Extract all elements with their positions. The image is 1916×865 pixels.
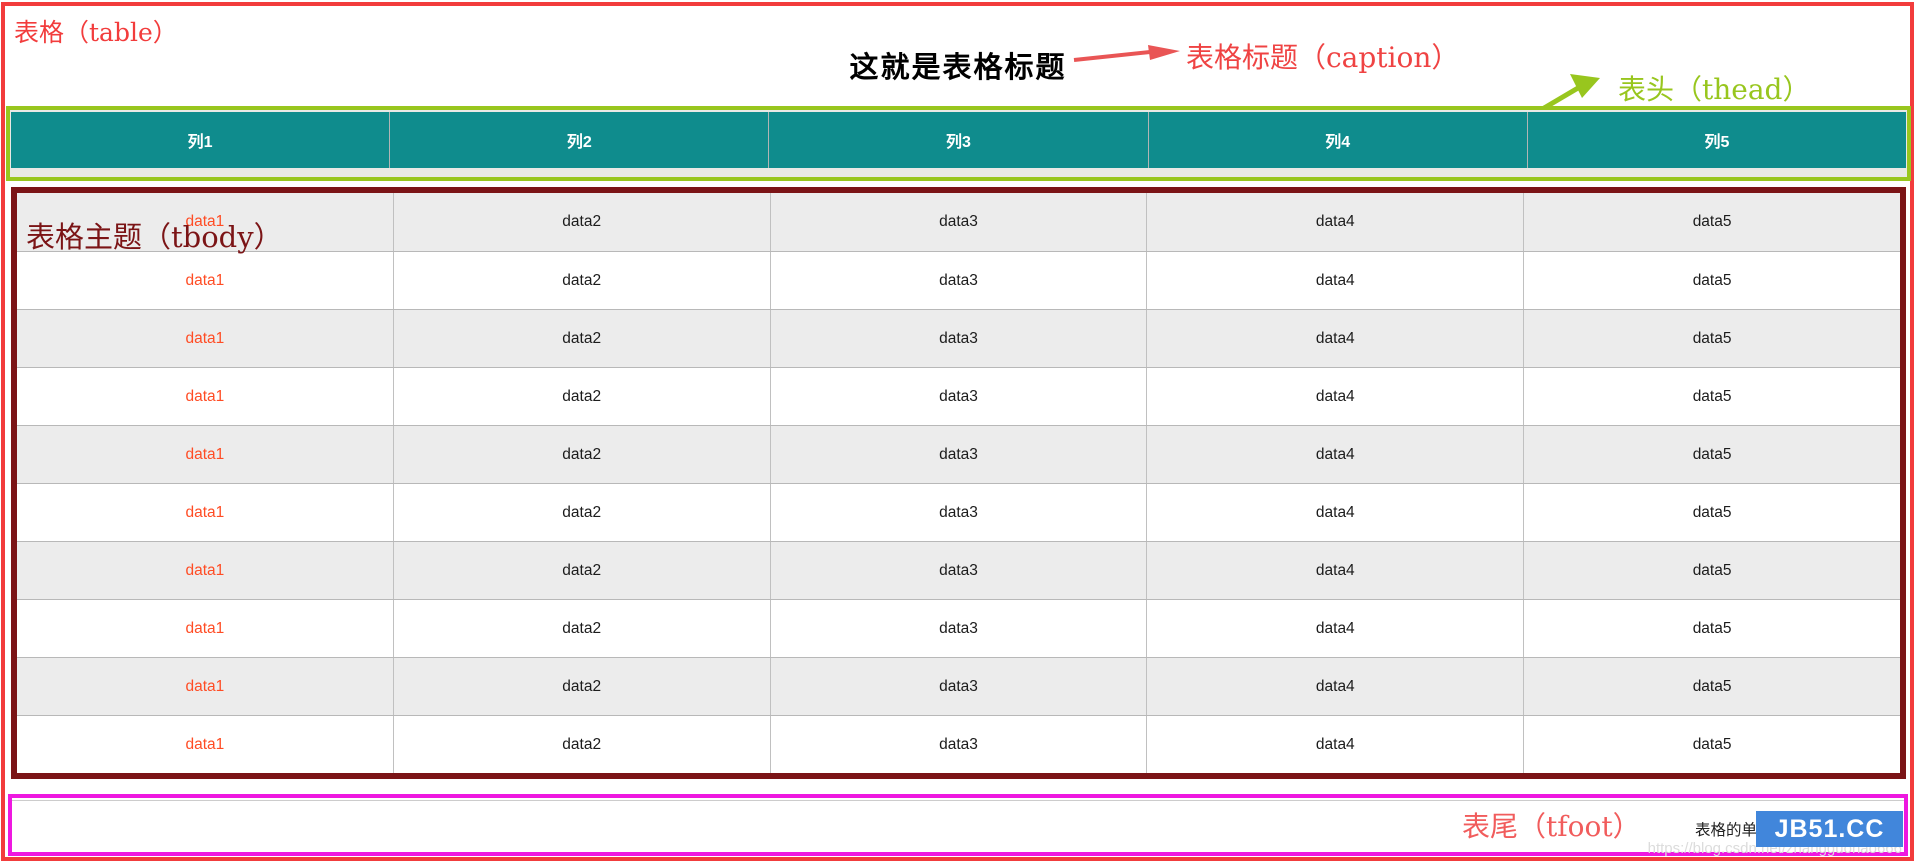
table-cell: data5 [1523,426,1900,483]
table-row: data1 data2 data3 data4 data5 [17,367,1900,425]
table-cell: data2 [392,484,770,541]
table-cell: data5 [1523,193,1900,251]
table-cell: data2 [392,193,770,251]
table-cell: data1 [185,503,225,521]
tfoot-annotation: 表尾（tfoot） [1462,810,1641,843]
table-cell: data5 [1523,310,1900,367]
table-cell: data2 [392,600,770,657]
table-cell: data4 [1146,600,1523,657]
table-cell: data2 [392,426,770,483]
table-row: data1 data2 data3 data4 data5 [17,309,1900,367]
table-cell: data3 [769,658,1147,715]
table-row: data1 data2 data3 data4 data5 [17,541,1900,599]
table-cell: data2 [392,716,770,773]
table-cell: data4 [1146,193,1523,251]
table-cell: data5 [1523,542,1900,599]
header-row: 列1 列2 列3 列4 列5 [11,112,1906,168]
table-cell: data2 [392,542,770,599]
table-row: data1 data2 data3 data4 data5 [17,599,1900,657]
tbody-annotation: 表格主题（tbody） [26,220,283,254]
table-cell: data2 [392,658,770,715]
table-cell: data2 [392,252,770,309]
header-cell: 列1 [187,134,213,151]
thead-section: 列1 列2 列3 列4 列5 [6,106,1911,181]
table-cell: data3 [769,252,1147,309]
table-cell: data2 [392,368,770,425]
table-cell: data1 [185,677,225,695]
table-cell: data1 [185,387,225,405]
header-cell: 列2 [389,112,768,168]
table-row: data1 data2 data3 data4 data5 [17,657,1900,715]
table-cell: data4 [1146,368,1523,425]
table-cell: data4 [1146,542,1523,599]
table-row: data1 data2 data3 data4 data5 [17,193,1900,251]
tbody-section: data1 data2 data3 data4 data5 data1 data2 data3… [11,187,1906,779]
caption-arrow-icon [1073,45,1180,62]
jb51-watermark-badge: JB51.CC [1756,811,1903,847]
table-cell: data3 [769,542,1147,599]
table-cell: data4 [1146,716,1523,773]
table-cell: data3 [769,193,1147,251]
table-cell: data3 [769,426,1147,483]
table-cell: data4 [1146,426,1523,483]
table-cell: data1 [185,735,225,753]
table-cell: data3 [769,716,1147,773]
header-cell: 列4 [1147,112,1527,168]
table-cell: data1 [185,271,225,289]
header-cell: 列5 [1526,112,1906,168]
table-cell: data1 [185,213,225,230]
table-cell: data2 [392,310,770,367]
table-cell: data1 [185,561,225,579]
table-row: data1 data2 data3 data4 data5 [17,483,1900,541]
table-cell: data5 [1523,368,1900,425]
table-cell: data4 [1146,310,1523,367]
table-cell: data5 [1523,658,1900,715]
caption-annotation: 表格标题（caption） [1186,41,1460,74]
thead-annotation: 表头（thead） [1618,73,1811,106]
table-cell: data4 [1146,658,1523,715]
table-row: data1 data2 data3 data4 data5 [17,425,1900,483]
table-cell: data4 [1146,484,1523,541]
tfoot-text: 表格的单 [1694,822,1757,839]
table-cell: data4 [1146,252,1523,309]
table-caption: 这就是表格标题 [849,52,1067,84]
table-cell: data1 [185,619,225,637]
table-row: data1 data2 data3 data4 data5 [17,251,1900,309]
table-row: data1 data2 data3 data4 data5 [17,715,1900,773]
table-cell: data3 [769,310,1147,367]
tfoot-section: 表尾（tfoot） 表格的单 https://blog.csdn.net/zha… [8,794,1908,857]
table-cell: data5 [1523,600,1900,657]
table-cell: data1 [185,329,225,347]
table-cell: data5 [1523,252,1900,309]
table-cell: data1 [185,445,225,463]
header-cell: 列3 [768,112,1147,168]
table-cell: data5 [1523,716,1900,773]
table-cell: data3 [769,600,1147,657]
table-annotation: 表格（table） [14,18,178,47]
table-cell: data3 [769,484,1147,541]
table-cell: data3 [769,368,1147,425]
table-cell: data5 [1523,484,1900,541]
